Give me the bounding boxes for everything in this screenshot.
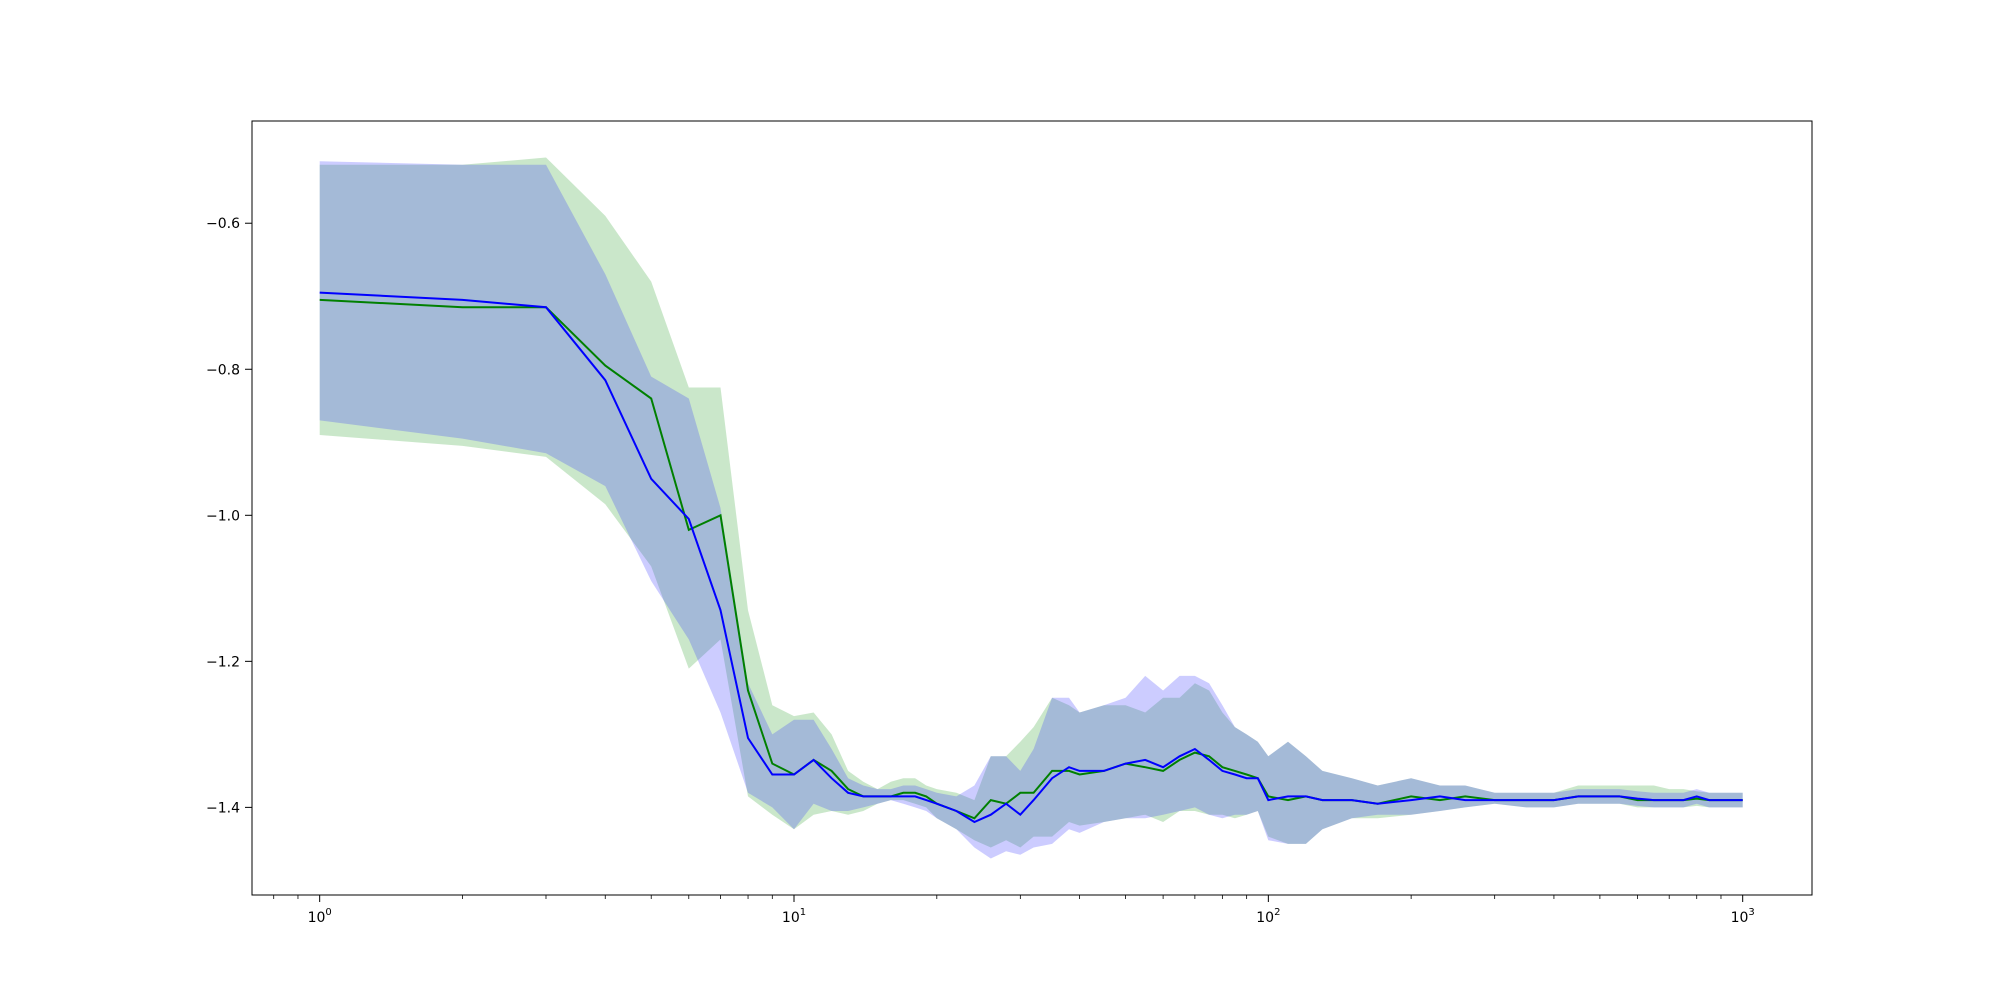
x-tick-label: 100: [308, 907, 332, 926]
series-2-band: [319, 161, 1743, 859]
x-tick-label: 103: [1731, 907, 1755, 926]
x-axis: 100 101 102 103: [273, 895, 1755, 926]
y-tick-label: −0.6: [206, 216, 240, 232]
confidence-bands: [319, 157, 1743, 859]
y-tick-label: −0.8: [206, 362, 240, 378]
x-tick-label: 101: [782, 907, 806, 926]
series-1-band: [319, 157, 1743, 848]
x-tick-label: 102: [1256, 907, 1280, 926]
series-lines: [319, 291, 1743, 824]
y-tick-label: −1.2: [206, 654, 240, 670]
y-axis: −0.6 −0.8 −1.0 −1.2 −1.4: [206, 216, 252, 816]
plot-frame: [251, 120, 1813, 896]
y-tick-label: −1.0: [206, 508, 240, 524]
y-tick-label: −1.4: [206, 800, 240, 816]
series-2-line: [319, 291, 1743, 824]
